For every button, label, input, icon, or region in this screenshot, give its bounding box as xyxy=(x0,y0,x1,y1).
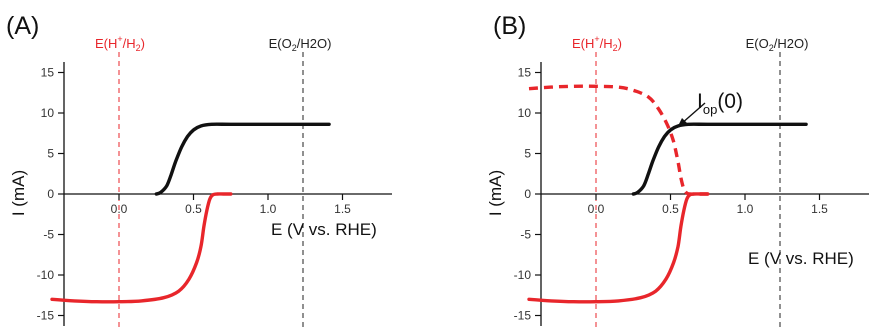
panel-a-x-ticks: 0.0 0.5 1.0 1.5 xyxy=(111,194,351,216)
panel-b-ref-label-h2: E(H+/H2) xyxy=(572,34,622,53)
panel-a-y-axis-label: I (mA) xyxy=(9,170,28,216)
panel-b-series xyxy=(527,84,808,304)
panel-b-ref-lines: E(H+/H2) E(O2/H2O) xyxy=(572,34,808,329)
panel-a-ref-lines: E(H+/H2) E(O2/H2O) xyxy=(95,34,331,329)
x-tick-label: 1.0 xyxy=(260,202,277,216)
panel-a-series xyxy=(50,122,331,304)
panel-a: (A) E(H+/H2) E(O2/H2O) 0.0 0.5 1.0 1.5 15 10… xyxy=(6,12,392,329)
panel-b-y-axis-label: I (mA) xyxy=(486,170,505,216)
y-tick-label: -10 xyxy=(37,268,55,282)
panel-a-ref-label-o2: E(O2/H2O) xyxy=(269,36,332,53)
panel-a-x-axis-label: E (V vs. RHE) xyxy=(271,220,377,239)
x-tick-label: 0.5 xyxy=(662,202,679,216)
x-tick-label: 1.5 xyxy=(334,202,351,216)
panel-a-ref-label-h2: E(H+/H2) xyxy=(95,34,145,53)
x-tick-label: 0.0 xyxy=(588,202,605,216)
panel-a-axes: 0.0 0.5 1.0 1.5 15 10 5 0 -5 -10 -15 I (mA) E (V … xyxy=(9,62,392,326)
panel-b-dashed-red-curve xyxy=(528,84,708,196)
panel-b-annotation-arrow-line xyxy=(680,102,706,125)
panel-b-annotation: Iop(0) xyxy=(677,90,743,128)
y-tick-label: -5 xyxy=(43,228,54,242)
y-tick-label: 0 xyxy=(524,187,531,201)
panel-b-y-ticks: 15 10 5 0 -5 -10 -15 xyxy=(514,66,541,323)
y-tick-label: 5 xyxy=(524,147,531,161)
y-tick-label: 15 xyxy=(518,66,532,80)
panel-b-x-ticks: 0.0 0.5 1.0 1.5 xyxy=(588,194,828,216)
panel-b-axes: 0.0 0.5 1.0 1.5 15 10 5 0 -5 -10 -15 I (mA) E (V … xyxy=(486,62,869,326)
panel-b-annotation-arrow-head xyxy=(677,118,688,128)
panel-b-annotation-label: Iop(0) xyxy=(697,90,743,117)
y-tick-label: 5 xyxy=(47,147,54,161)
y-tick-label: 10 xyxy=(518,106,532,120)
panel-a-y-ticks: 15 10 5 0 -5 -10 -15 xyxy=(37,66,64,323)
x-tick-label: 1.0 xyxy=(737,202,754,216)
x-tick-label: 0.0 xyxy=(111,202,128,216)
panel-a-red-curve xyxy=(50,192,233,304)
y-tick-label: 15 xyxy=(41,66,55,80)
y-tick-label: -15 xyxy=(37,309,55,323)
x-tick-label: 0.5 xyxy=(185,202,202,216)
y-tick-label: -5 xyxy=(520,228,531,242)
panel-b-label: (B) xyxy=(493,12,526,40)
x-tick-label: 1.5 xyxy=(811,202,828,216)
panel-b-ref-label-o2: E(O2/H2O) xyxy=(746,36,809,53)
panel-b-black-curve xyxy=(631,122,808,196)
y-tick-label: -15 xyxy=(514,309,532,323)
y-tick-label: 0 xyxy=(47,187,54,201)
panel-b: (B) E(H+/H2) E(O2/H2O) 0.0 0.5 1.0 1.5 15 10… xyxy=(486,12,869,329)
panel-b-red-curve xyxy=(527,192,710,304)
panel-b-x-axis-label: E (V vs. RHE) xyxy=(748,249,854,268)
y-tick-label: -10 xyxy=(514,268,532,282)
y-tick-label: 10 xyxy=(41,106,55,120)
panel-a-label: (A) xyxy=(6,12,39,40)
panel-a-black-curve xyxy=(154,122,331,196)
